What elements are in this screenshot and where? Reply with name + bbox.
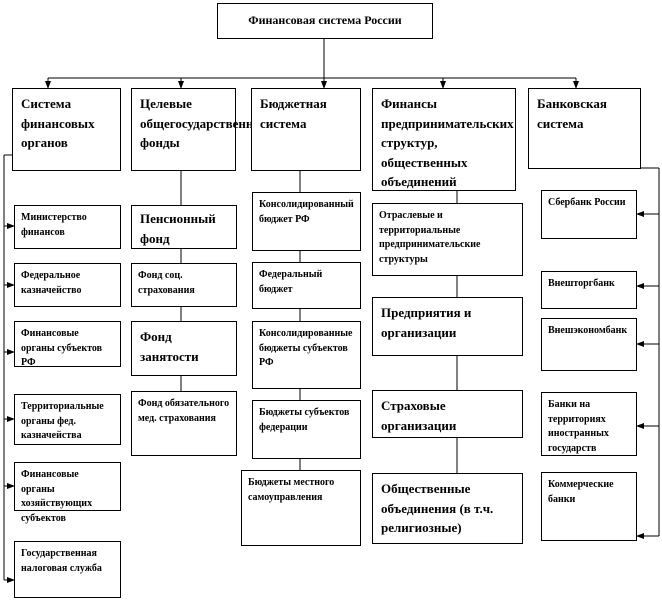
node-public-associations: Общественные объединения (в т.ч. религио… xyxy=(372,473,523,544)
column-header-financial-bodies: Система финансовых органов xyxy=(12,88,121,171)
node-foreign-banks: Банки на территориях иностранных государ… xyxy=(541,392,637,456)
node-regional-finance-bodies: Финансовые органы субъектов РФ xyxy=(14,321,121,368)
root-node: Финансовая система России xyxy=(217,3,433,39)
node-insurance-organizations: Страховые организации xyxy=(372,390,523,438)
node-tax-service: Государственная налоговая служба xyxy=(14,541,121,598)
column-header-business-finance: Финансы предпринимательских структур, об… xyxy=(372,88,516,191)
node-commercial-banks: Коммерческие банки xyxy=(541,472,637,541)
node-federal-treasury: Федеральное казначейство xyxy=(14,263,121,307)
node-consolidated-budget: Консолидированный бюджет РФ xyxy=(252,192,361,251)
node-federal-budget: Федеральный бюджет xyxy=(252,262,361,309)
node-consolidated-regional-budgets: Консолидированные бюджеты субъектов РФ xyxy=(252,321,361,389)
node-enterprises: Предприятия и организации xyxy=(372,297,523,356)
column-header-budget-system: Бюджетная система xyxy=(251,88,361,171)
node-medical-insurance-fund: Фонд обязательного мед. страхования xyxy=(131,391,237,456)
node-business-structures: Отраслевые и территориальные предпринима… xyxy=(372,203,523,276)
node-social-insurance-fund: Фонд соц. страхования xyxy=(131,263,237,307)
column-header-banking-system: Банковская система xyxy=(528,88,641,169)
node-vnesheconombank: Внешэкономбанк xyxy=(541,318,637,371)
node-territorial-treasury: Территориальные органы фед. казначейства xyxy=(14,394,121,445)
node-regional-budgets: Бюджеты субъектов федерации xyxy=(252,400,361,459)
node-vneshtorgbank: Внешторгбанк xyxy=(541,271,637,309)
node-employment-fund: Фонд занятости xyxy=(131,321,237,376)
node-pension-fund: Пенсионный фонд xyxy=(131,205,237,249)
node-sberbank: Сбербанк России xyxy=(541,190,637,239)
column-header-target-funds: Целевые общегосударственные фонды xyxy=(131,88,269,171)
node-business-finance-bodies: Финансовые органы хозяйствующих субъекто… xyxy=(14,462,121,524)
node-local-budgets: Бюджеты местного самоуправления xyxy=(241,470,361,546)
node-ministry-of-finance: Министерство финансов xyxy=(14,205,121,249)
